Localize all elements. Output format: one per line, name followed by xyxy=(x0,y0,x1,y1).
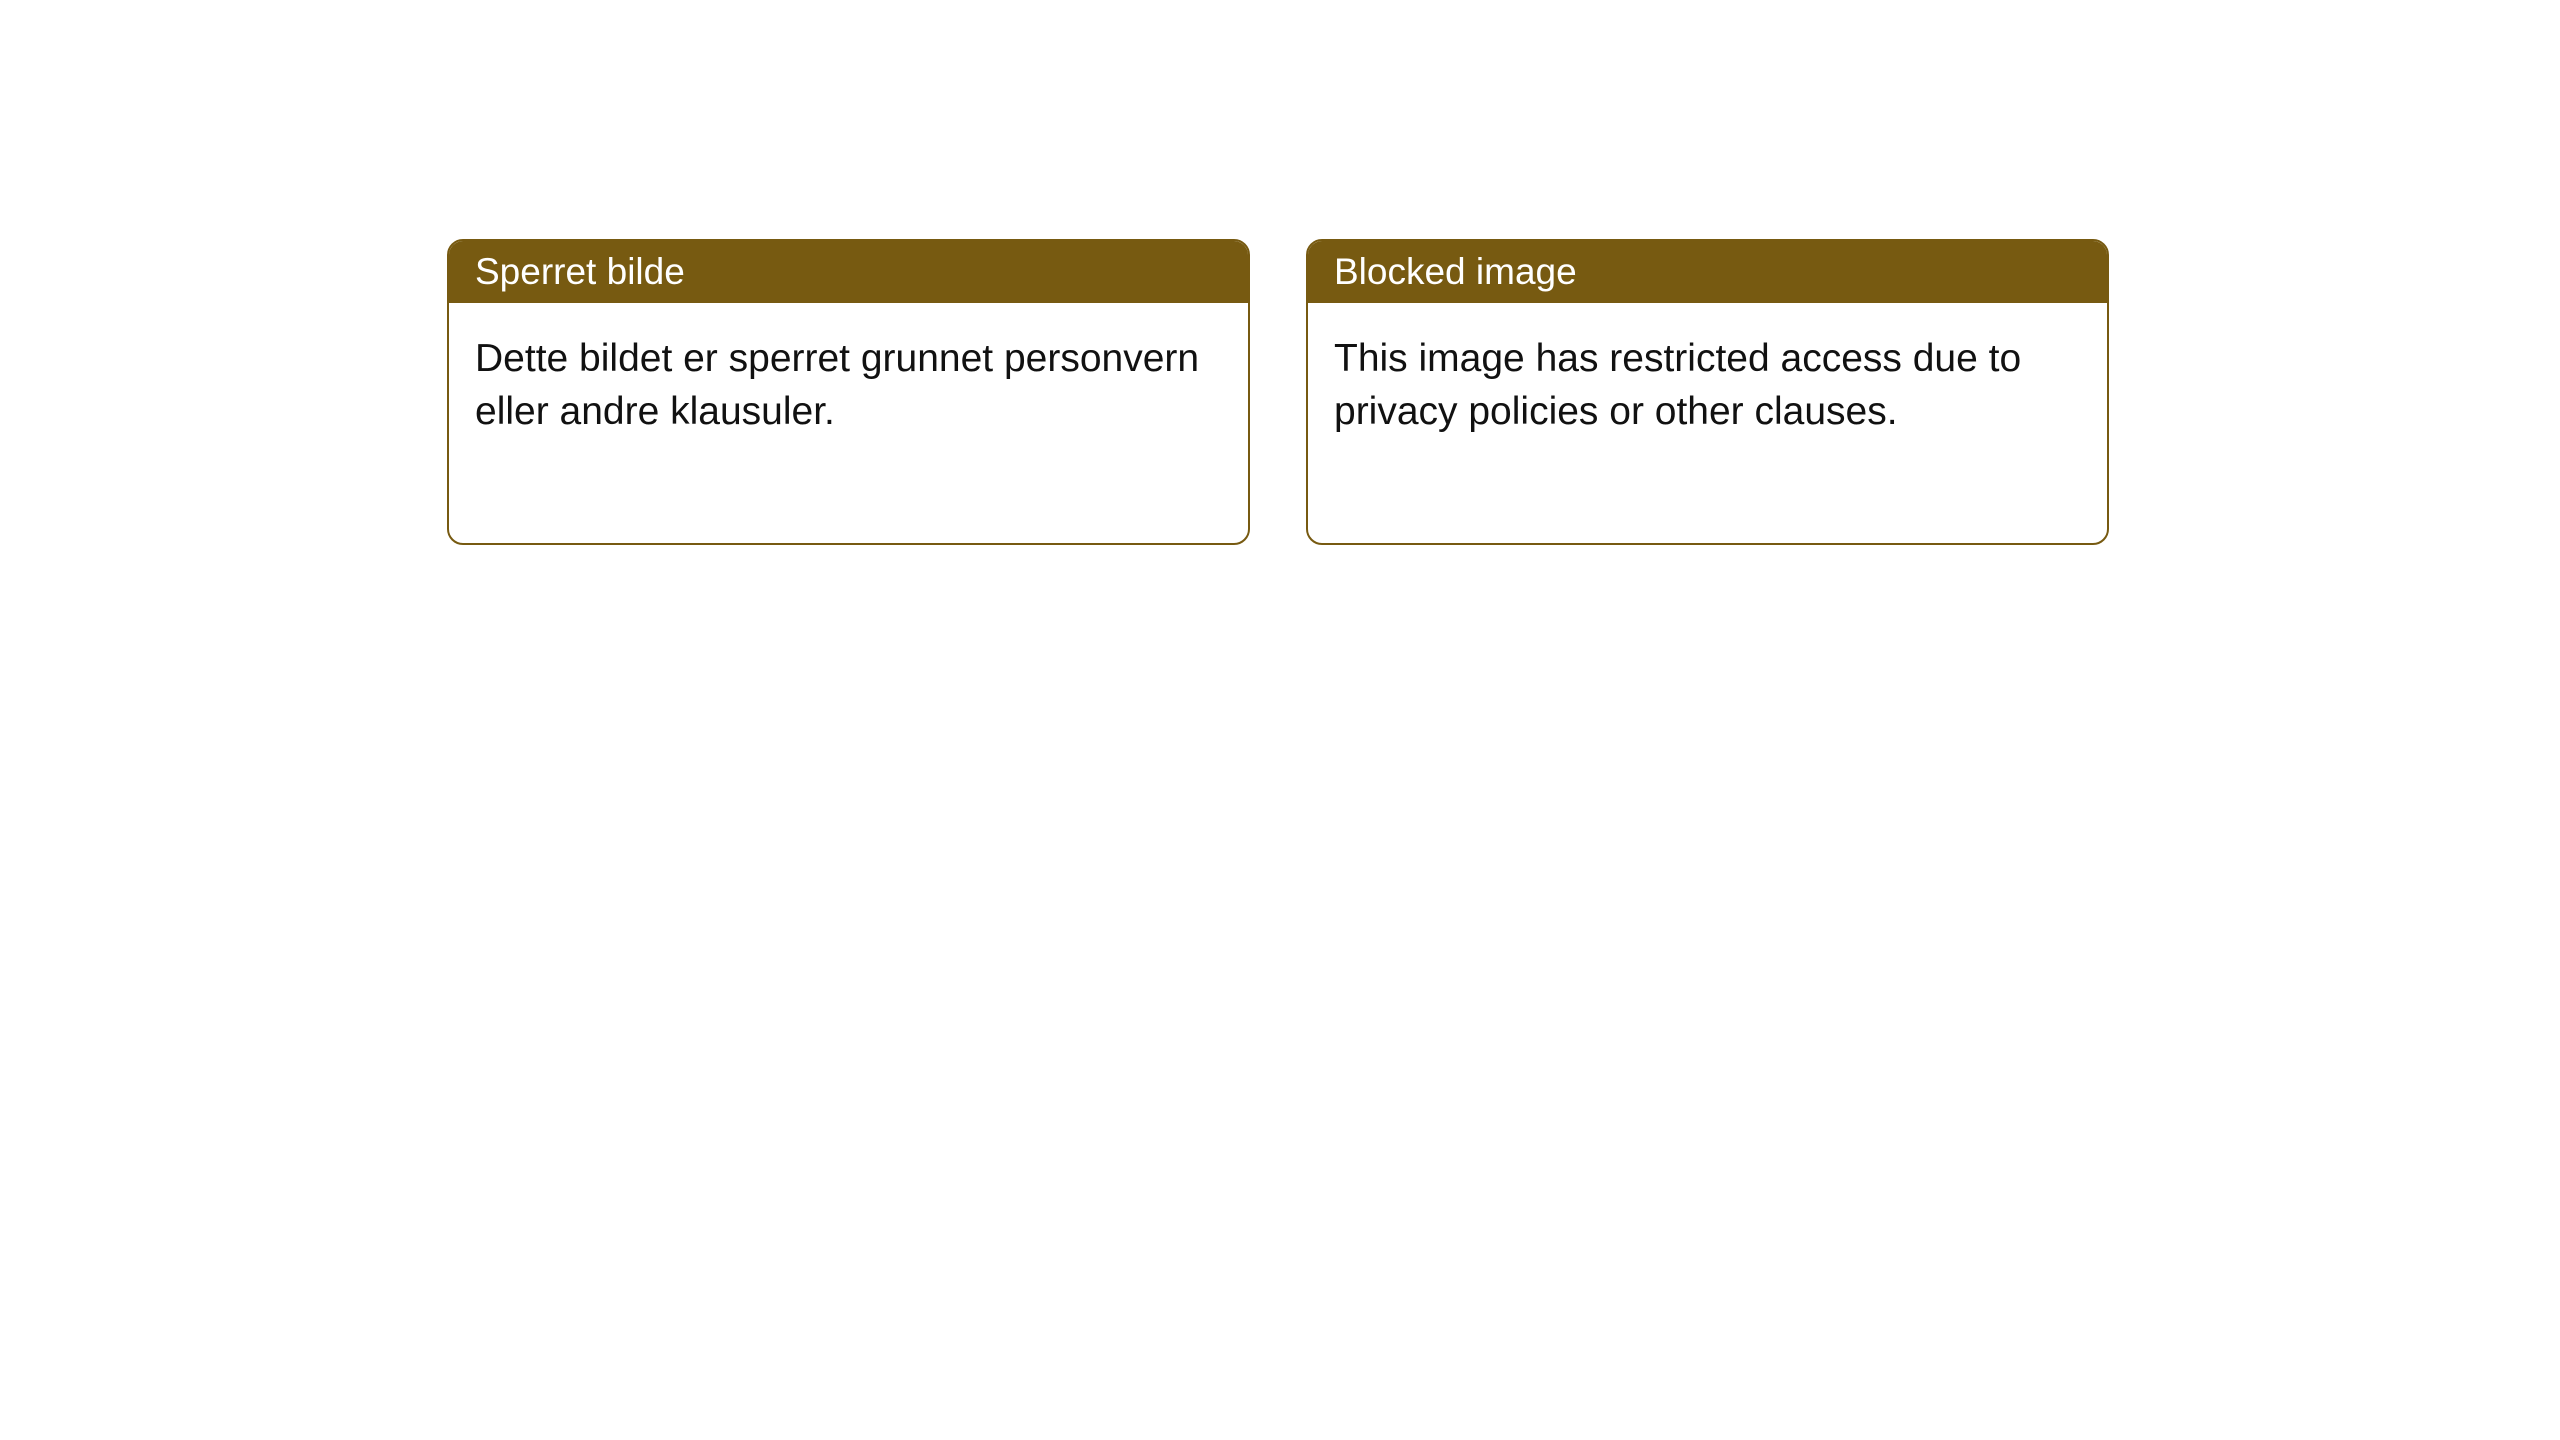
notice-card-en: Blocked image This image has restricted … xyxy=(1306,239,2109,545)
notice-body-en: This image has restricted access due to … xyxy=(1308,303,2107,543)
notice-card-no: Sperret bilde Dette bildet er sperret gr… xyxy=(447,239,1250,545)
notice-body-no: Dette bildet er sperret grunnet personve… xyxy=(449,303,1248,543)
notice-title-no: Sperret bilde xyxy=(449,241,1248,303)
notice-title-en: Blocked image xyxy=(1308,241,2107,303)
notice-container: Sperret bilde Dette bildet er sperret gr… xyxy=(447,239,2109,545)
